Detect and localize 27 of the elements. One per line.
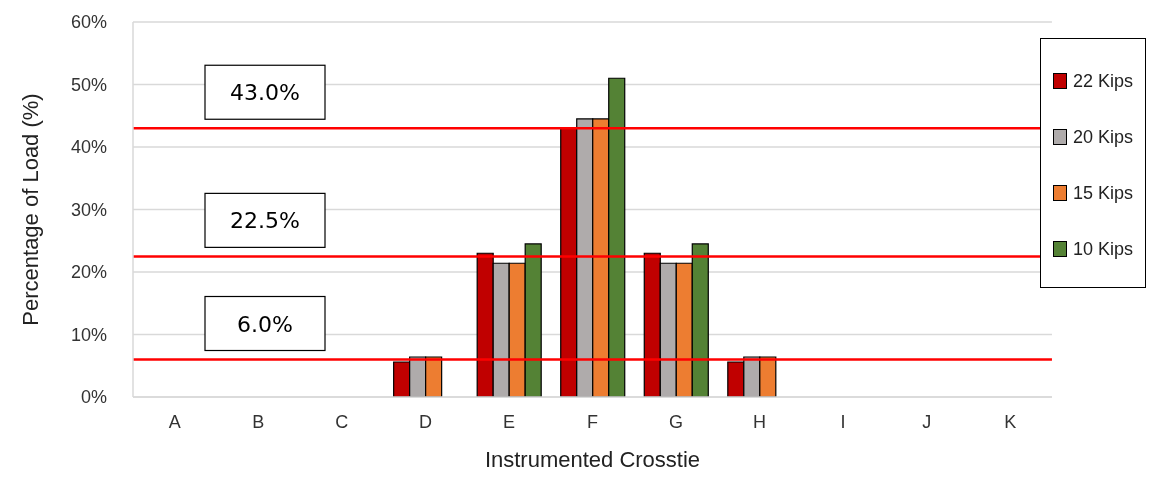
- y-tick-label: 60%: [70, 12, 107, 33]
- x-tick-label: E: [502, 411, 515, 432]
- y-tick-label: 0%: [80, 387, 107, 408]
- y-tick-label: 20%: [70, 262, 107, 283]
- legend-label: 15 Kips: [1072, 182, 1133, 205]
- x-axis-title: Instrumented Crosstie: [484, 447, 701, 472]
- legend-label: 22 Kips: [1072, 70, 1133, 93]
- x-tick-label: G: [669, 411, 684, 432]
- ref-line-label: 43.0%: [230, 80, 300, 106]
- x-tick-label: J: [922, 411, 932, 432]
- legend-label: 20 Kips: [1072, 126, 1133, 149]
- x-tick-label: K: [1004, 411, 1017, 432]
- x-tick-label: C: [335, 411, 349, 432]
- x-tick-label: H: [753, 411, 767, 432]
- y-tick-label: 30%: [70, 199, 107, 220]
- y-axis-title: Percentage of Load (%): [17, 93, 43, 326]
- legend-label: 10 Kips: [1072, 238, 1133, 261]
- y-tick-label: 40%: [70, 137, 107, 158]
- y-tick-label: 10%: [70, 324, 107, 345]
- ref-line-label: 6.0%: [237, 311, 293, 337]
- x-tick-label: A: [168, 411, 181, 432]
- x-tick-label: D: [418, 411, 432, 432]
- ref-line-label: 22.5%: [230, 208, 300, 234]
- x-tick-label: I: [840, 411, 846, 432]
- x-tick-label: B: [252, 411, 265, 432]
- y-tick-label: 50%: [70, 74, 107, 95]
- x-tick-label: F: [586, 411, 598, 432]
